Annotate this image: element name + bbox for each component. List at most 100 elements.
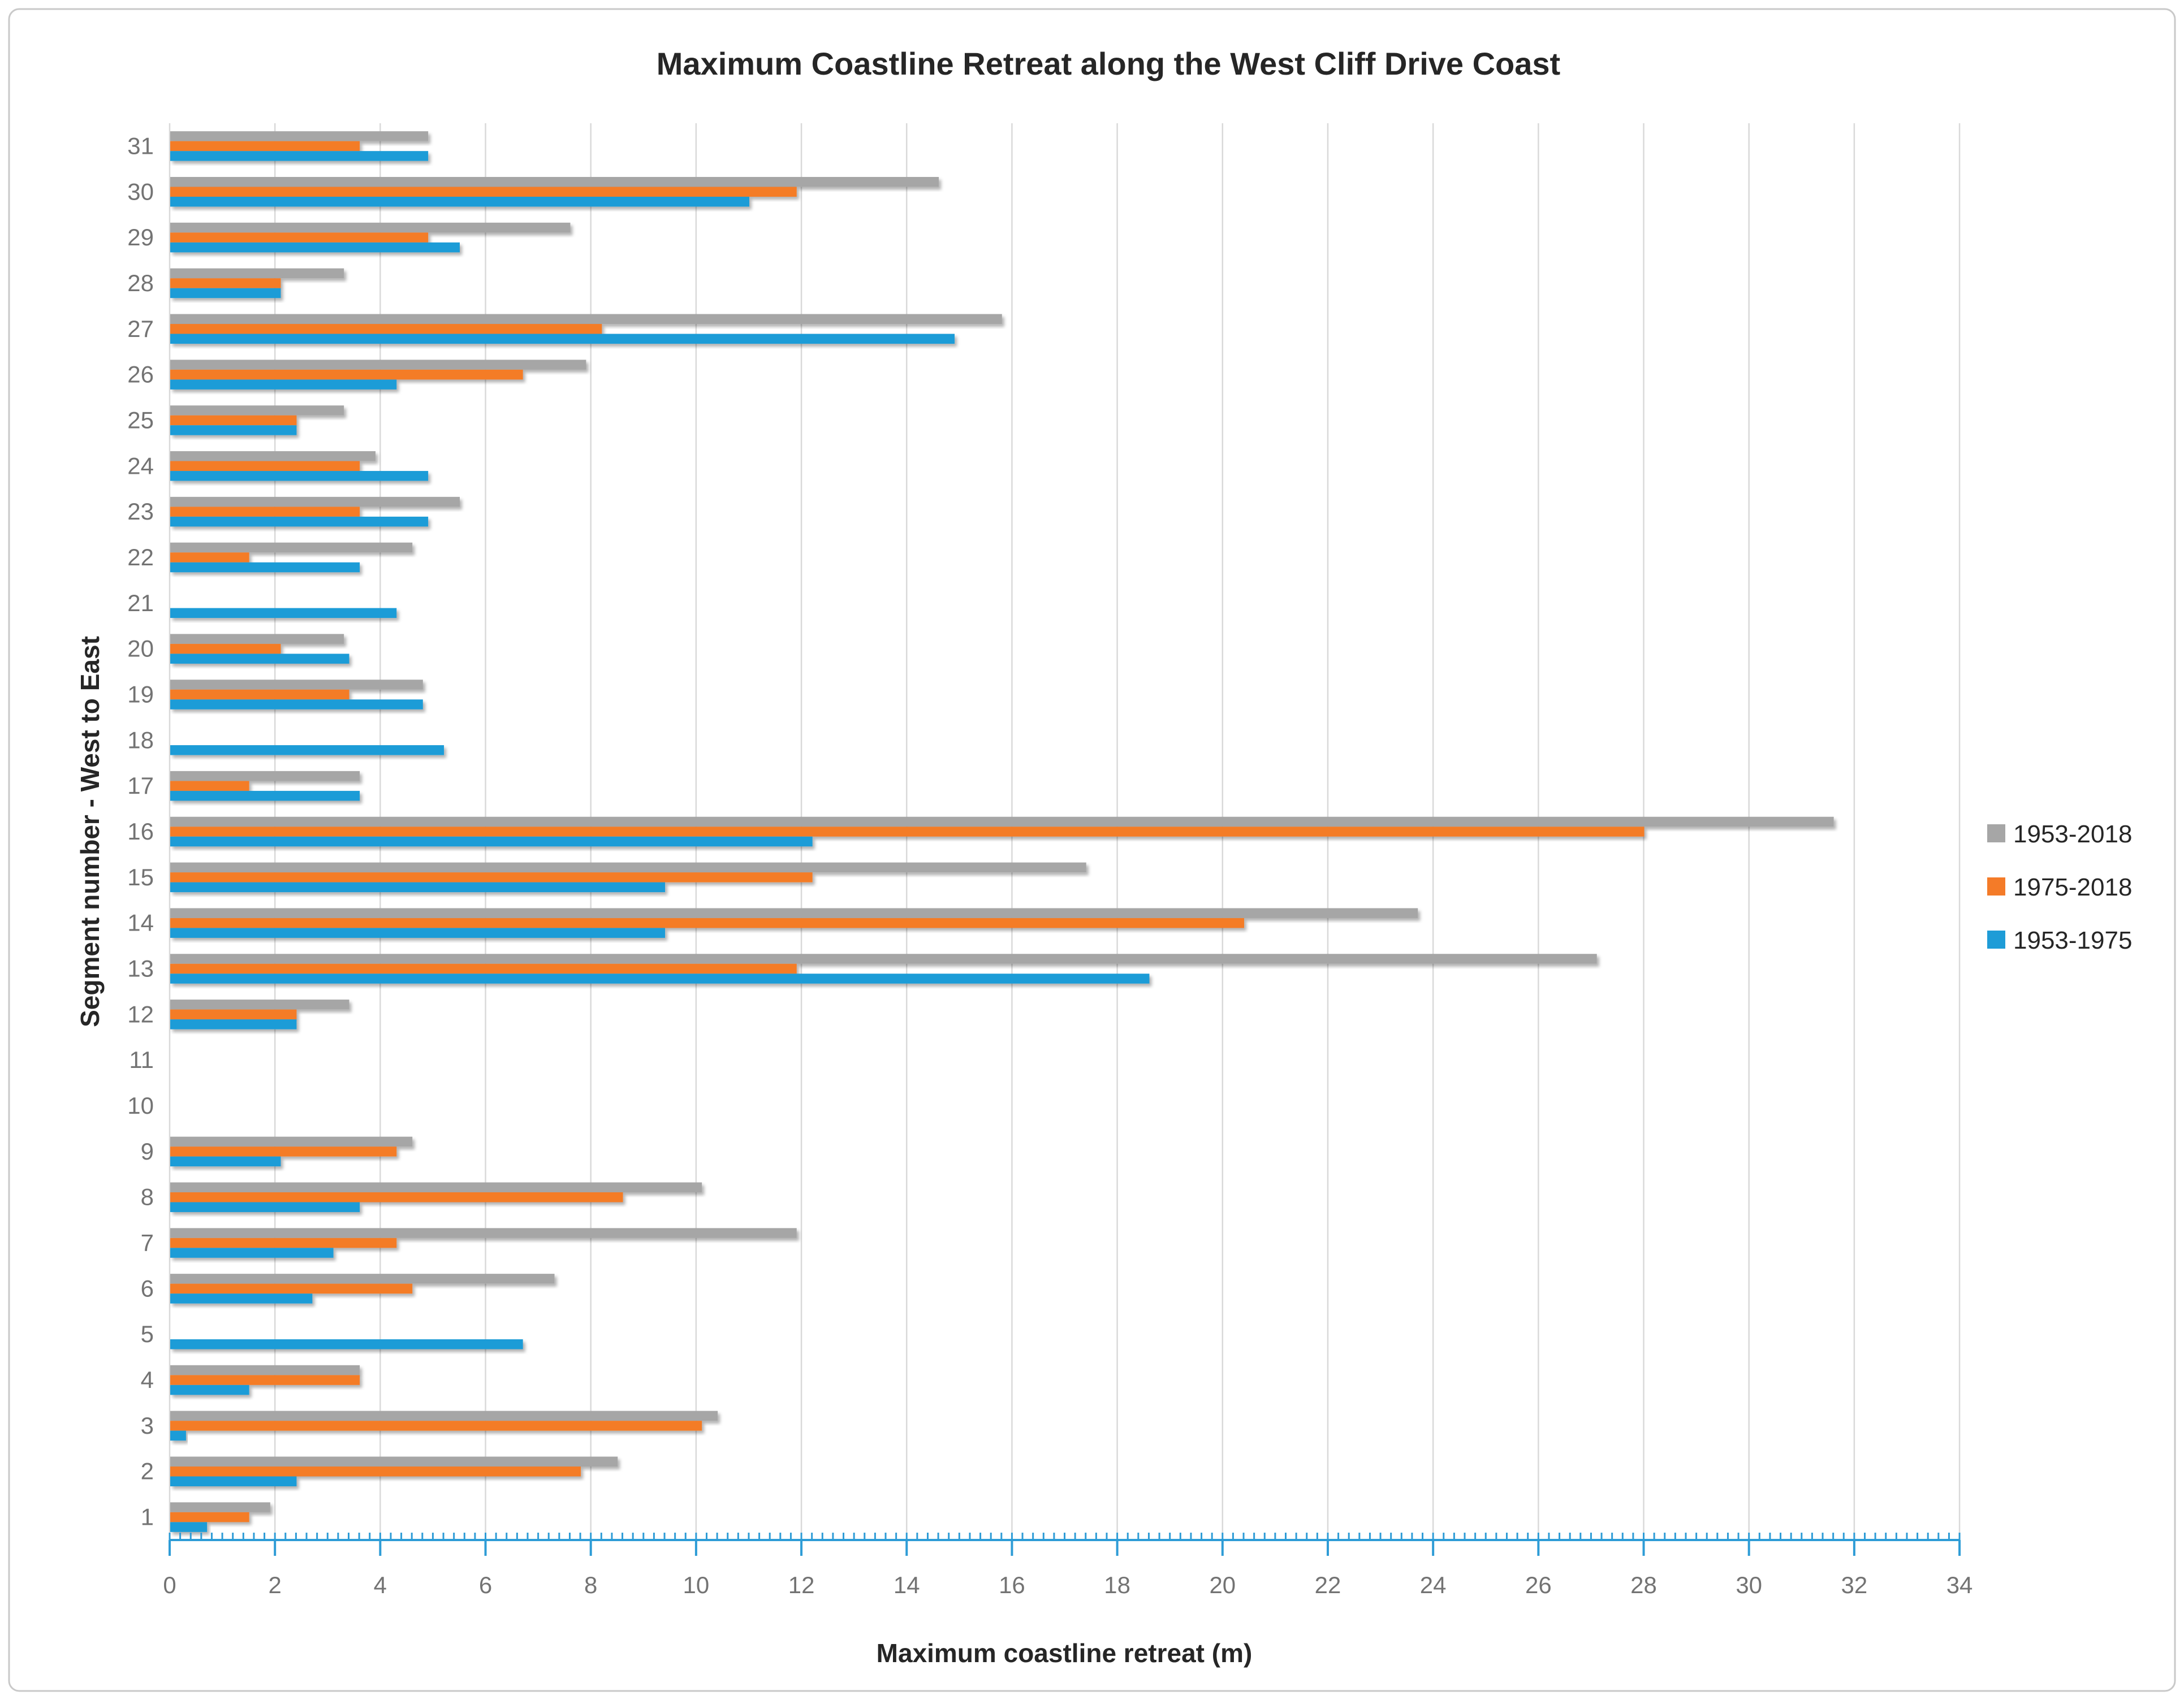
- bar-1975-2018-segment-12: [170, 1009, 297, 1020]
- bar-1975-2018-segment-3: [170, 1421, 702, 1431]
- y-category-label: 3: [141, 1412, 154, 1439]
- bar-1953-2018-segment-7: [170, 1228, 797, 1238]
- y-category-label: 5: [141, 1321, 154, 1347]
- legend-swatch-1953-1975: [1987, 931, 2005, 949]
- bar-1953-2018-segment-6: [170, 1274, 555, 1284]
- bar-1953-2018-segment-25: [170, 405, 344, 416]
- y-category-label: 24: [127, 452, 154, 479]
- bar-1975-2018-segment-2: [170, 1466, 581, 1477]
- y-category-label: 6: [141, 1275, 154, 1301]
- y-category-label: 25: [127, 406, 154, 433]
- bar-1953-2018-segment-13: [170, 954, 1597, 964]
- legend-label: 1953-2018: [2013, 820, 2132, 848]
- bar-1953-2018-segment-28: [170, 268, 344, 279]
- bar-1975-2018-segment-9: [170, 1147, 397, 1157]
- legend-item: 1953-1975: [1987, 927, 2132, 954]
- bar-1953-2018-segment-19: [170, 680, 423, 690]
- bar-1975-2018-segment-14: [170, 918, 1245, 928]
- bar-1953-1975-segment-7: [170, 1248, 334, 1258]
- x-tick-label: 24: [1420, 1572, 1447, 1598]
- bar-1975-2018-segment-26: [170, 369, 523, 380]
- legend-swatch-1975-2018: [1987, 877, 2005, 896]
- y-category-label: 8: [141, 1184, 154, 1210]
- x-tick-label: 8: [584, 1572, 597, 1598]
- x-tick-label: 20: [1209, 1572, 1236, 1598]
- bar-1953-2018-segment-26: [170, 360, 586, 370]
- legend-label: 1975-2018: [2013, 873, 2132, 901]
- bar-1975-2018-segment-17: [170, 781, 249, 791]
- y-category-label: 28: [127, 270, 154, 296]
- bar-1975-2018-segment-20: [170, 643, 281, 654]
- y-category-label: 21: [127, 590, 154, 616]
- y-category-label: 11: [129, 1046, 154, 1073]
- bar-1975-2018-segment-30: [170, 187, 797, 197]
- figure-border: [8, 8, 2176, 1692]
- bar-1975-2018-segment-1: [170, 1512, 249, 1522]
- y-category-label: 27: [127, 315, 154, 342]
- legend: 1953-2018 1975-2018 1953-1975: [1987, 820, 2132, 954]
- y-category-label: 10: [127, 1092, 154, 1119]
- bar-1975-2018-segment-29: [170, 232, 429, 243]
- bar-1953-2018-segment-15: [170, 862, 1086, 873]
- bar-1953-1975-segment-6: [170, 1294, 313, 1304]
- bar-1953-2018-segment-4: [170, 1365, 360, 1375]
- bar-1953-1975-segment-31: [170, 151, 429, 161]
- bar-1953-1975-segment-1: [170, 1522, 208, 1532]
- bar-1953-1975-segment-18: [170, 745, 444, 755]
- bar-1953-2018-segment-1: [170, 1502, 270, 1512]
- bar-1975-2018-segment-13: [170, 963, 797, 974]
- legend-item: 1975-2018: [1987, 873, 2132, 901]
- x-tick-label: 0: [163, 1572, 176, 1598]
- bar-1953-1975-segment-24: [170, 471, 429, 481]
- bar-1975-2018-segment-28: [170, 278, 281, 288]
- y-category-label: 7: [141, 1230, 154, 1256]
- bar-1953-2018-segment-30: [170, 177, 939, 187]
- bar-1975-2018-segment-7: [170, 1238, 397, 1248]
- bar-1975-2018-segment-15: [170, 872, 813, 883]
- bar-1953-2018-segment-22: [170, 542, 413, 553]
- bar-1953-1975-segment-12: [170, 1019, 297, 1029]
- bar-1953-2018-segment-16: [170, 816, 1834, 827]
- bar-1975-2018-segment-22: [170, 552, 249, 563]
- bar-1953-1975-segment-15: [170, 882, 666, 893]
- bar-1953-2018-segment-14: [170, 908, 1418, 918]
- x-tick-label: 12: [788, 1572, 815, 1598]
- bar-1953-1975-segment-3: [170, 1430, 186, 1441]
- bar-1953-2018-segment-2: [170, 1456, 618, 1467]
- bar-1975-2018-segment-23: [170, 507, 360, 517]
- bar-1953-2018-segment-23: [170, 496, 460, 507]
- bar-1953-1975-segment-13: [170, 974, 1150, 984]
- bar-1975-2018-segment-27: [170, 324, 602, 334]
- bar-1953-2018-segment-20: [170, 634, 344, 644]
- y-category-label: 31: [127, 132, 154, 159]
- x-tick-label: 2: [269, 1572, 282, 1598]
- bar-1953-1975-segment-2: [170, 1476, 297, 1486]
- y-category-label: 12: [127, 1001, 154, 1027]
- bar-1953-1975-segment-23: [170, 516, 429, 527]
- bar-1953-2018-segment-3: [170, 1411, 718, 1421]
- bar-1975-2018-segment-31: [170, 141, 360, 152]
- bar-1953-1975-segment-22: [170, 562, 360, 573]
- x-tick-label: 10: [683, 1572, 710, 1598]
- legend-item: 1953-2018: [1987, 820, 2132, 848]
- bar-1953-1975-segment-27: [170, 334, 955, 344]
- bar-1953-1975-segment-20: [170, 654, 349, 664]
- y-category-label: 30: [127, 178, 154, 205]
- bar-1953-1975-segment-14: [170, 928, 666, 938]
- y-category-label: 4: [141, 1366, 154, 1393]
- x-tick-label: 6: [479, 1572, 492, 1598]
- chart-title: Maximum Coastline Retreat along the West…: [657, 46, 1560, 81]
- bar-1975-2018-segment-8: [170, 1192, 623, 1202]
- bar-1953-2018-segment-31: [170, 131, 429, 141]
- y-category-label: 29: [127, 224, 154, 250]
- bar-1953-1975-segment-4: [170, 1385, 249, 1395]
- bar-1953-1975-segment-17: [170, 790, 360, 801]
- y-category-label: 20: [127, 635, 154, 662]
- x-tick-label: 26: [1525, 1572, 1552, 1598]
- bar-1953-2018-segment-12: [170, 1000, 349, 1010]
- y-category-label: 19: [127, 681, 154, 707]
- y-axis-title: Segment number - West to East: [75, 636, 105, 1027]
- bar-1953-1975-segment-25: [170, 425, 297, 435]
- y-category-label: 17: [127, 772, 154, 799]
- y-category-label: 13: [127, 955, 154, 982]
